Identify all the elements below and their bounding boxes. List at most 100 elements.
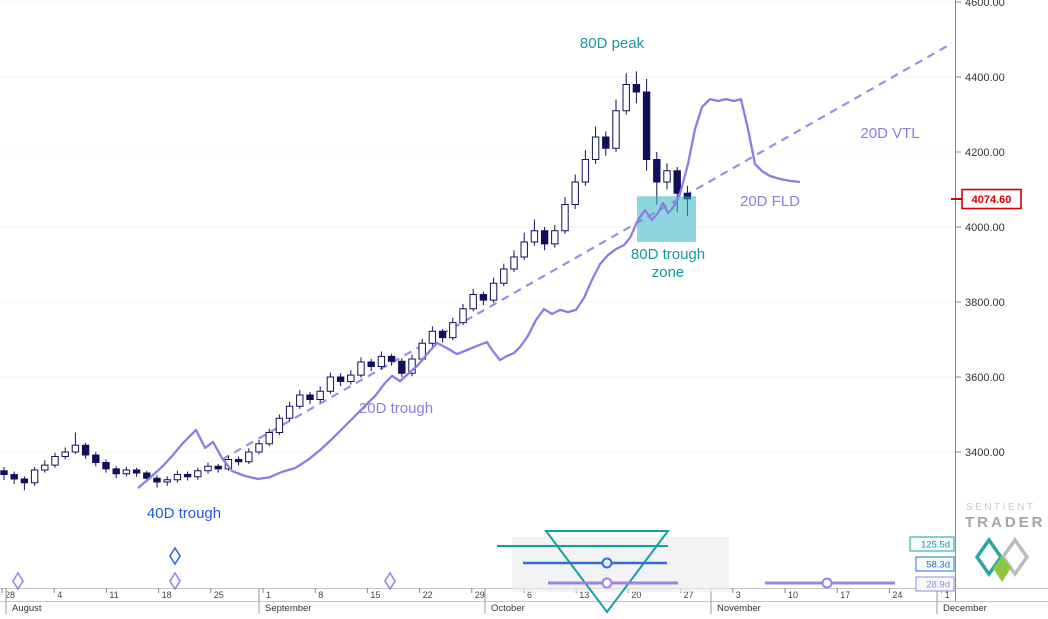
logo-text-sentient: SENTIENT <box>966 502 1036 513</box>
candle-body <box>296 394 304 407</box>
candle-body <box>571 181 579 205</box>
candle-body <box>143 472 151 479</box>
cycle-trough-diamond[interactable] <box>169 546 181 566</box>
candle-body <box>479 294 488 301</box>
candle-body <box>561 204 569 232</box>
price-tick-label: 4000.00 <box>965 222 1005 234</box>
candle-body <box>20 478 29 484</box>
candle-body <box>449 322 457 339</box>
week-label: 20 <box>631 590 641 600</box>
cycle-length-label: 28.9d <box>926 580 950 591</box>
candle-body <box>306 394 314 400</box>
week-label: 11 <box>109 590 118 600</box>
candle-body <box>673 170 681 194</box>
candle-body <box>132 469 141 474</box>
candle-body <box>173 474 182 481</box>
month-label: August <box>12 603 42 614</box>
candle-body <box>438 330 447 339</box>
cycle-length-badge[interactable] <box>909 536 955 552</box>
week-label: 6 <box>527 590 532 600</box>
candle-body <box>581 159 590 183</box>
week-label: 8 <box>318 590 323 600</box>
cycle-125d-trough-triangle[interactable] <box>543 530 671 614</box>
candle-body <box>469 294 477 310</box>
candle-body <box>520 241 528 258</box>
vtl-20d-line[interactable] <box>221 42 953 461</box>
candle-body <box>153 477 161 483</box>
cycle-28d-marker[interactable] <box>821 577 833 589</box>
candle-body <box>51 456 59 466</box>
candle-body <box>530 230 539 243</box>
candle-body <box>0 470 8 475</box>
month-label: October <box>491 603 525 614</box>
annotation-80d-trough: 80D trough <box>631 246 705 263</box>
candle-body <box>398 360 406 374</box>
candle-body <box>214 465 222 470</box>
candle-body <box>367 361 375 367</box>
candle-body <box>387 355 396 362</box>
candle-body <box>428 330 437 344</box>
price-tick-label: 4200.00 <box>965 147 1005 159</box>
candle-body <box>234 459 243 463</box>
week-label: 25 <box>214 590 224 600</box>
candle-body <box>347 374 355 382</box>
week-label: 29 <box>475 590 485 600</box>
cycle-58d-marker[interactable] <box>601 557 613 569</box>
week-label: 28 <box>5 590 15 600</box>
candle-body <box>122 469 131 475</box>
month-label: December <box>943 603 987 614</box>
cycle-length-badge[interactable] <box>915 576 955 592</box>
annotation-80d-peak: 80D peak <box>580 35 645 52</box>
candle-body <box>265 432 273 445</box>
cycle-28d-marker[interactable] <box>601 577 613 589</box>
cycle-trough-diamond[interactable] <box>12 571 24 591</box>
candle-body <box>357 361 365 376</box>
candle-body <box>653 159 661 183</box>
candle-body <box>377 355 386 367</box>
week-label: 17 <box>840 590 850 600</box>
sentient-trader-logo: SENTIENT TRADER <box>960 502 1048 590</box>
candle-body <box>194 470 202 478</box>
cycle-length-label: 58.3d <box>926 560 950 571</box>
candle-body <box>500 268 508 284</box>
week-label: 22 <box>423 590 433 600</box>
logo-diamond-green <box>993 556 1011 582</box>
candle-body <box>591 136 600 160</box>
candle-body <box>102 462 110 470</box>
candle-body <box>663 170 671 183</box>
price-tick-label: 4400.00 <box>965 72 1005 84</box>
week-label: 13 <box>579 590 589 600</box>
month-label: November <box>717 603 761 614</box>
candle-body <box>622 84 630 112</box>
logo-diamond-gray <box>1000 536 1030 578</box>
cycle-length-badge[interactable] <box>915 556 955 572</box>
annotation-40d-trough: 40D trough <box>147 505 221 522</box>
80d-trough-zone[interactable] <box>637 196 696 242</box>
candle-body <box>30 469 39 484</box>
week-label: 18 <box>162 590 172 600</box>
candle-body <box>92 454 100 463</box>
annotation-20d-fld: 20D FLD <box>740 193 800 210</box>
candle-body <box>642 91 651 160</box>
candle-body <box>489 282 498 301</box>
cycle-trough-diamond[interactable] <box>169 571 181 591</box>
cycle-length-label: 125.5d <box>921 540 950 551</box>
week-label: 15 <box>370 590 380 600</box>
current-price-label: 4074.60 <box>972 194 1012 206</box>
candle-body <box>612 110 620 149</box>
candle-body <box>224 459 233 470</box>
candle-body <box>275 417 284 433</box>
candle-body <box>459 308 467 324</box>
cycle-trough-diamond[interactable] <box>384 571 396 591</box>
candle-body <box>316 390 324 400</box>
price-tick-label: 3600.00 <box>965 372 1005 384</box>
candle-body <box>10 474 18 480</box>
month-label: September <box>265 603 311 614</box>
candle-body <box>255 443 263 453</box>
fld-20d-line[interactable] <box>137 97 801 489</box>
week-label: 27 <box>684 590 694 600</box>
candle-body <box>81 444 90 456</box>
annotation-20d-vtl: 20D VTL <box>860 125 919 142</box>
